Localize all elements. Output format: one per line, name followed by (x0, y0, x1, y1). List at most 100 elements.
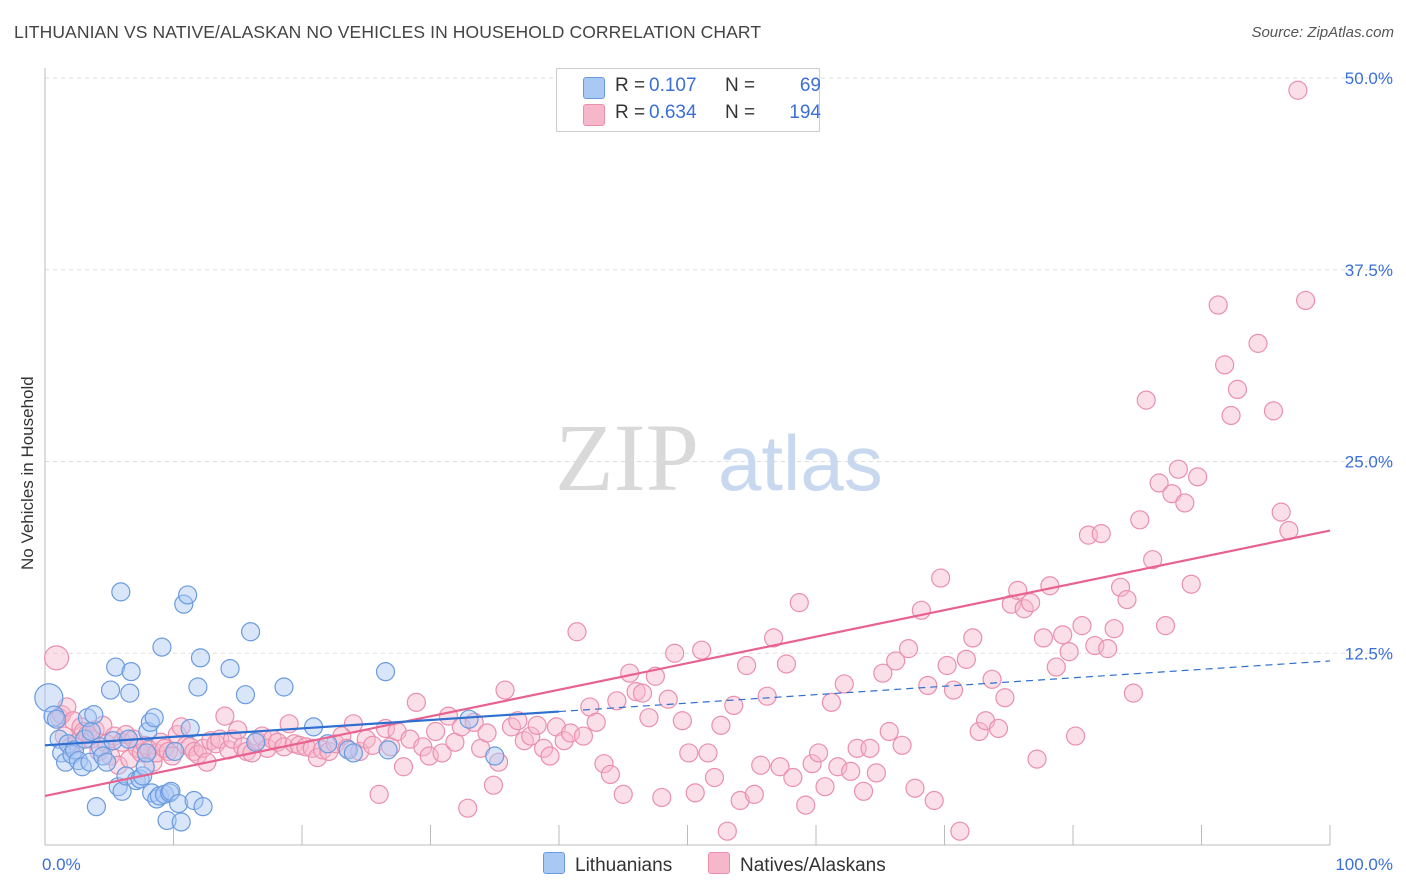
native-alaskan-point (1168, 459, 1188, 479)
lithuanian-point (111, 582, 131, 602)
native-alaskan-point (704, 767, 725, 788)
lithuanian-point (375, 662, 396, 682)
native-alaskan-point (652, 787, 672, 808)
legend-r-value: 0.634 (649, 102, 697, 123)
native-alaskan-point (672, 711, 692, 731)
native-alaskan-point (995, 688, 1015, 708)
native-alaskan-point (1091, 523, 1111, 544)
bottom-legend-swatch-pink (708, 852, 730, 874)
lithuanian-point (274, 677, 294, 697)
native-alaskan-point (302, 738, 322, 758)
y-axis-label: No Vehicles in Household (18, 376, 37, 570)
native-alaskan-point (821, 692, 842, 712)
native-alaskan-point (789, 593, 809, 613)
lithuanian-point (338, 740, 358, 760)
native-alaskan-point (458, 798, 478, 818)
lithuanian-point (157, 810, 177, 831)
native-alaskan-point (369, 784, 389, 804)
native-alaskan-point (508, 711, 528, 731)
native-alaskan-point (1065, 726, 1086, 746)
native-alaskan-point (969, 721, 989, 742)
lithuanian-point (343, 743, 363, 763)
lithuanian-point (378, 740, 398, 760)
native-alaskan-point (1123, 683, 1143, 703)
axes (44, 68, 1331, 846)
native-alaskan-point (808, 743, 829, 763)
native-alaskan-point (931, 568, 951, 588)
native-alaskan-point (873, 663, 893, 683)
native-alaskan-point (426, 721, 446, 742)
lithuanian-point (169, 793, 189, 814)
lithuanian-point (190, 648, 211, 668)
native-alaskan-point (744, 784, 764, 804)
native-alaskan-point (1130, 510, 1150, 530)
legend-n-label: N = (725, 102, 756, 123)
native-alaskan-point (924, 790, 944, 811)
native-alaskan-point (1175, 493, 1195, 513)
lithuanian-point (120, 683, 140, 703)
watermark-zip: ZIP (555, 404, 699, 511)
native-alaskan-point (567, 622, 587, 642)
lithuanian-point (152, 637, 172, 657)
x-tick-label: 100.0% (1335, 855, 1393, 874)
native-alaskan-point (692, 640, 712, 660)
grid-lines (45, 77, 1392, 654)
native-alaskan-point (1098, 639, 1118, 659)
lithuanian-point (485, 746, 505, 766)
native-alaskan-point (815, 777, 835, 797)
x-tick-label: 0.0% (42, 855, 81, 874)
native-alaskan-point (698, 743, 718, 763)
native-alaskan-point (853, 781, 874, 801)
native-alaskan-point (406, 692, 426, 712)
lithuanian-point (34, 683, 64, 713)
native-alaskan-point (1059, 642, 1079, 662)
native-alaskan-point (626, 681, 646, 702)
lithuanian-point (100, 680, 121, 700)
lithuanian-point (188, 677, 208, 697)
native-alaskan-point (737, 655, 757, 676)
native-alaskan-point (834, 674, 854, 694)
lithuanian-point (180, 718, 200, 739)
lithuanian-point (235, 685, 256, 705)
lithuanian-point (459, 709, 479, 729)
native-alaskan-point (802, 754, 822, 774)
lithuanian-point (220, 658, 240, 679)
native-alaskan-point (1136, 390, 1156, 410)
native-alaskan-point (717, 821, 737, 841)
native-alaskan-point (533, 738, 554, 758)
native-alaskan-point (796, 795, 816, 815)
native-alaskan-point (828, 757, 848, 777)
legend-r-value: 0.107 (649, 75, 697, 96)
native-alaskan-point (1143, 550, 1163, 570)
lithuanian-point (144, 708, 164, 728)
series-natives-alaskans (43, 80, 1316, 841)
y-tick-label: 25.0% (1345, 453, 1393, 472)
native-alaskan-point (1181, 574, 1201, 594)
native-alaskan-point (665, 643, 685, 663)
native-alaskan-point (776, 654, 797, 674)
bottom-legend-label: Natives/Alaskans (740, 855, 886, 876)
native-alaskan-point (1040, 576, 1060, 596)
native-alaskan-point (892, 735, 912, 755)
trend-lines (44, 529, 1331, 797)
native-alaskan-point (757, 686, 777, 706)
native-alaskan-point (658, 689, 678, 709)
lithuanian-point (171, 812, 191, 832)
legend-n-label: N = (725, 75, 756, 96)
natives-trend-line (44, 529, 1331, 797)
lithuanian-point (178, 585, 198, 605)
native-alaskan-point (1104, 619, 1124, 639)
lithuanian-point (112, 781, 132, 801)
native-alaskan-point (1149, 473, 1169, 493)
native-alaskan-point (982, 669, 1002, 689)
lithuanian-point (84, 705, 104, 725)
native-alaskan-point (521, 726, 541, 746)
lithuanian-point (97, 752, 117, 772)
bottom-legend-swatch-blue (543, 852, 565, 874)
lithuanian-point (193, 797, 213, 817)
native-alaskan-point (1288, 80, 1308, 100)
native-alaskan-point (730, 790, 750, 811)
native-alaskan-point (783, 767, 803, 788)
native-alaskan-point (1155, 616, 1176, 636)
